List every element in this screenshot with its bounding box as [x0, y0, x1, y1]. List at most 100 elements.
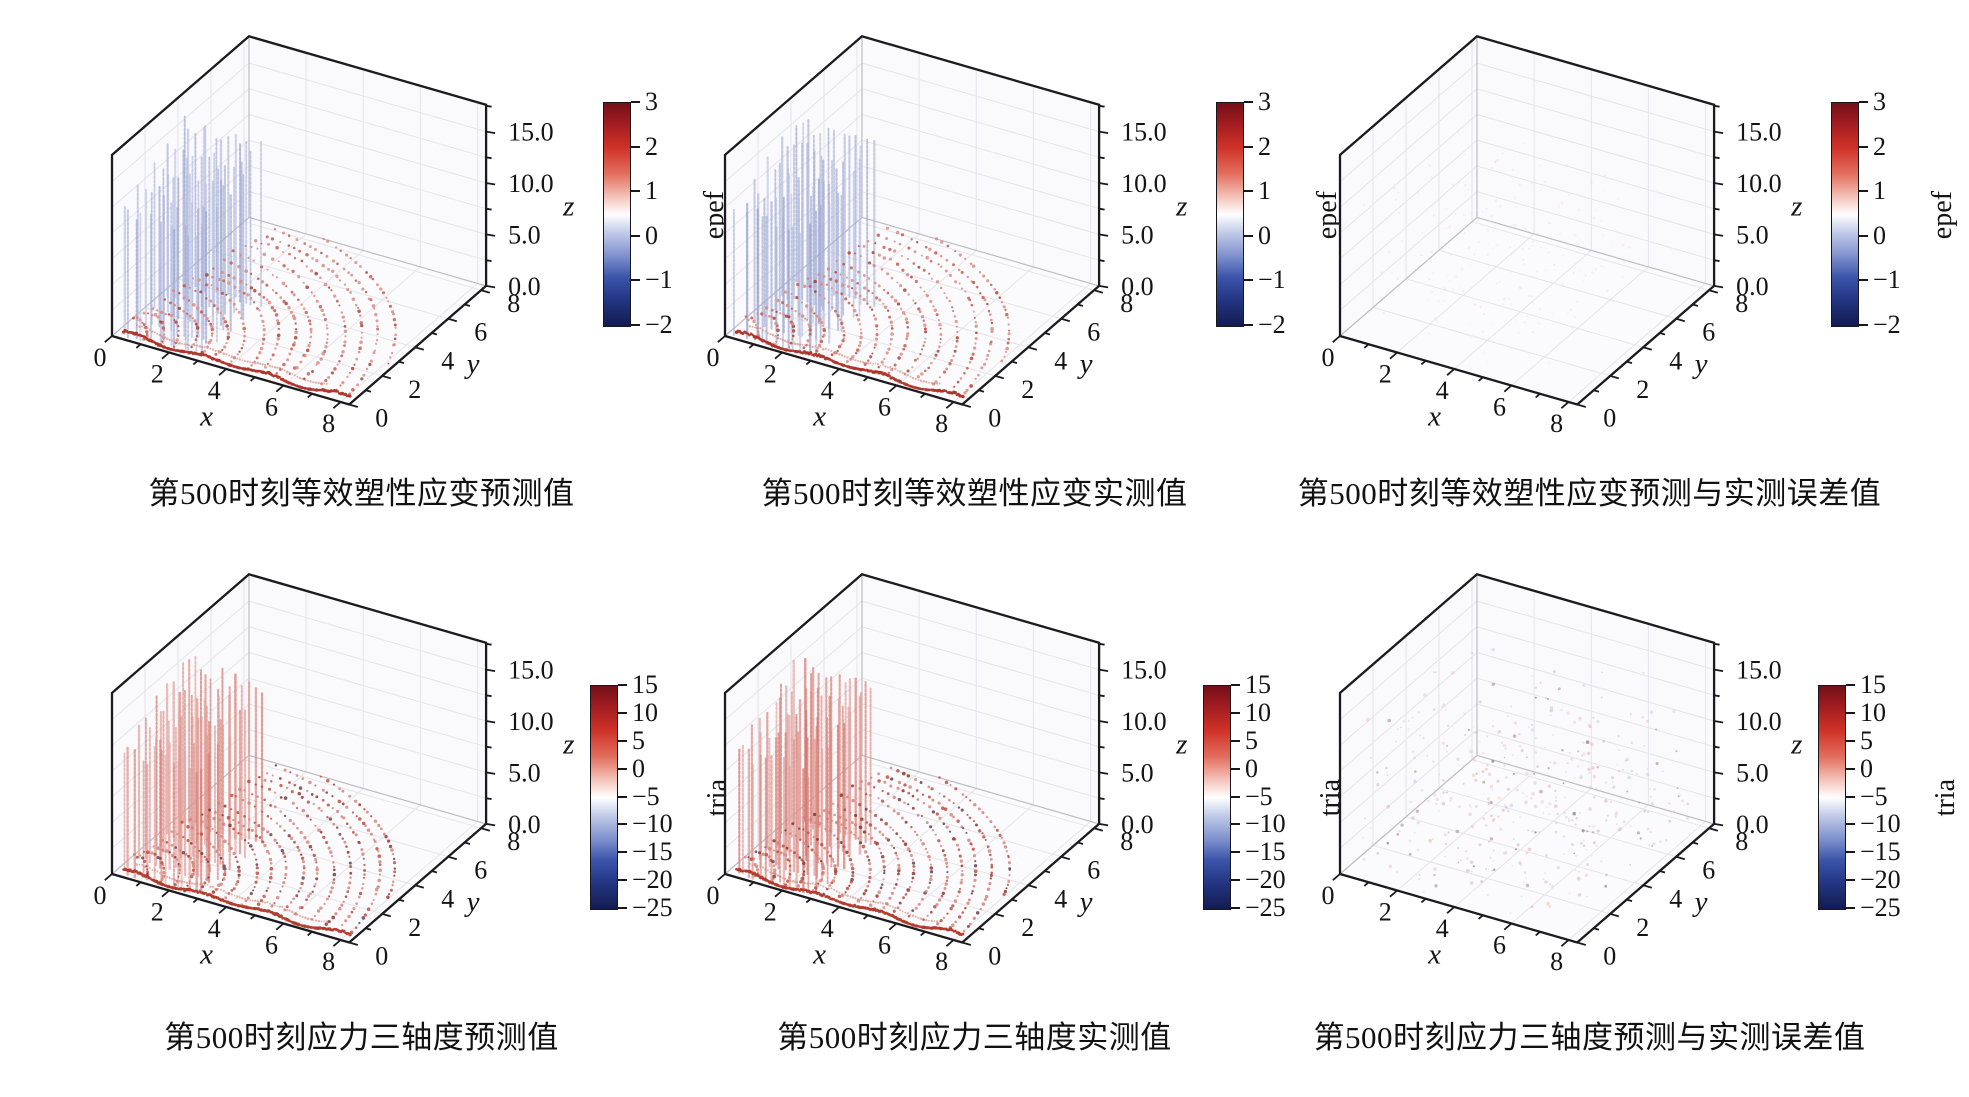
- colorbar-tick: [631, 234, 640, 237]
- colorbar-tick: [1244, 324, 1253, 326]
- x-tick-label: 6: [878, 393, 891, 422]
- y-tick-label: 8: [507, 827, 520, 856]
- z-tick-label: 10.0: [1736, 707, 1782, 736]
- colorbar-tick-label: −15: [632, 837, 673, 867]
- y-tick-label: 2: [1021, 913, 1034, 942]
- scatter-streaks: [123, 655, 264, 894]
- y-tick-label: 2: [408, 913, 421, 942]
- z-axis-label: z: [1175, 191, 1187, 223]
- x-tick-label: 8: [322, 947, 335, 976]
- colorbar-tick-label: −2: [1258, 310, 1286, 339]
- colorbar-tick: [631, 101, 640, 103]
- colorbar-tick-label: 3: [1873, 87, 1886, 116]
- colorbar-tick-label: 10: [1860, 697, 1886, 727]
- colorbar-tick: [1846, 851, 1855, 854]
- scatter-edge-line: [135, 324, 328, 385]
- z-tick-label: 5.0: [1736, 758, 1769, 787]
- x-tick-label: 2: [151, 898, 164, 927]
- y-tick-label: 0: [375, 404, 388, 433]
- y-tick-label: 4: [1669, 884, 1682, 913]
- colorbar-tick-label: 1: [1258, 176, 1271, 206]
- panel-caption: 第500时刻等效塑性应变预测值: [148, 476, 575, 511]
- y-tick-label: 8: [1120, 827, 1133, 856]
- y-tick-label: 2: [1021, 375, 1034, 404]
- scatter-edge-line: [121, 329, 352, 398]
- axes-panes: [1340, 574, 1715, 943]
- colorbar-tick-label: −10: [1860, 809, 1901, 839]
- colorbar-tick: [631, 145, 640, 148]
- x-tick-label: 0: [1322, 343, 1335, 372]
- x-tick-label: 8: [1550, 947, 1563, 976]
- colorbar-tria-error: tria 15 10 5 0 −5 −10 −15 −20 −25: [1818, 672, 1969, 925]
- colorbar-tick-label: −15: [1245, 837, 1286, 867]
- z-tick-label: 0.0: [508, 810, 540, 839]
- x-axis-label: x: [199, 400, 213, 432]
- x-tick-label: 8: [935, 947, 948, 976]
- colorbar-tick: [1244, 190, 1253, 193]
- colorbar-epef-pred: epef 3 2 1 0 −1 −2: [603, 89, 773, 342]
- colorbar-tick-label: −25: [1245, 893, 1286, 922]
- y-axis-label: y: [1692, 886, 1708, 918]
- colorbar-tick-label: 10: [1245, 697, 1271, 727]
- colorbar-tick: [1231, 767, 1240, 770]
- x-tick-label: 0: [94, 343, 107, 372]
- scatter-edge-line: [734, 329, 965, 399]
- scatter-fan: [132, 764, 397, 935]
- axis-letters: x y z: [812, 191, 1187, 433]
- colorbar-tick-label: −15: [1860, 837, 1901, 867]
- x-tick-label: 2: [1379, 898, 1392, 927]
- axis-letters: x y z: [199, 191, 574, 433]
- colorbar-tick: [1846, 684, 1855, 686]
- x-tick-label: 2: [151, 360, 164, 389]
- y-tick-label: 8: [1735, 827, 1748, 856]
- panel-caption: 第500时刻应力三轴度预测与实测误差值: [1313, 1020, 1866, 1055]
- axis-letters: x y z: [812, 729, 1187, 971]
- x-axis-label: x: [812, 400, 826, 432]
- colorbar-tick-label: −5: [1860, 781, 1888, 811]
- colorbar-tick: [1846, 907, 1855, 909]
- x-axis-label: x: [1427, 938, 1441, 970]
- x-tick-label: 6: [265, 931, 278, 960]
- colorbar-tick-label: 15: [1860, 670, 1886, 699]
- x-tick-label: 8: [322, 409, 335, 438]
- colorbar-tick: [1244, 279, 1253, 282]
- x-tick-label: 6: [878, 931, 891, 960]
- colorbar-tick: [1846, 795, 1855, 798]
- colorbar-tick: [1859, 145, 1868, 148]
- x-tick-label: 0: [94, 881, 107, 910]
- colorbar-gradient: [1216, 102, 1244, 327]
- panel-tria-pred: 0 2 4 6 8 0 2 4 6 8 0.0 5.0 10.0 15.0 x y z tria 15 10 5 0−…: [55, 538, 733, 1078]
- scatter-edge-line: [135, 863, 328, 923]
- scatter-edge-line: [735, 867, 965, 937]
- y-tick-label: 4: [1054, 884, 1067, 913]
- colorbar-tick: [1231, 907, 1240, 909]
- colorbar-tick-label: −20: [1860, 865, 1901, 895]
- colorbar-tick-label: −10: [632, 809, 673, 839]
- colorbar-tick: [1859, 190, 1868, 193]
- y-tick-label: 0: [988, 942, 1001, 971]
- panel-caption: 第500时刻应力三轴度预测值: [164, 1020, 559, 1055]
- scatter-haze: [1362, 647, 1690, 914]
- colorbar-tick-label: −10: [1245, 809, 1286, 839]
- panel-epef-true: 0 2 4 6 8 0 2 4 6 8 0.0 5.0 10.0 15.0 x y z epef 3 2 1 0 −1−…: [668, 0, 1343, 540]
- colorbar-tick-label: 2: [1873, 131, 1886, 161]
- colorbar-tick-label: 0: [645, 220, 658, 250]
- colorbar-tick-label: −5: [632, 781, 660, 811]
- axes-panes: [1340, 36, 1715, 405]
- colorbar-tick-label: −25: [632, 893, 673, 922]
- y-tick-label: 6: [1702, 856, 1715, 885]
- x-tick-label: 8: [1550, 409, 1563, 438]
- colorbar-tick: [618, 711, 627, 714]
- colorbar-tick-label: −1: [645, 265, 673, 295]
- inner-box-edges: [111, 36, 487, 337]
- z-axis-label: z: [1790, 729, 1802, 761]
- scatter-edge-line: [748, 325, 941, 385]
- colorbar-gradient: [1203, 685, 1231, 910]
- scatter-fan: [744, 226, 1011, 395]
- colorbar-tick: [1846, 739, 1855, 742]
